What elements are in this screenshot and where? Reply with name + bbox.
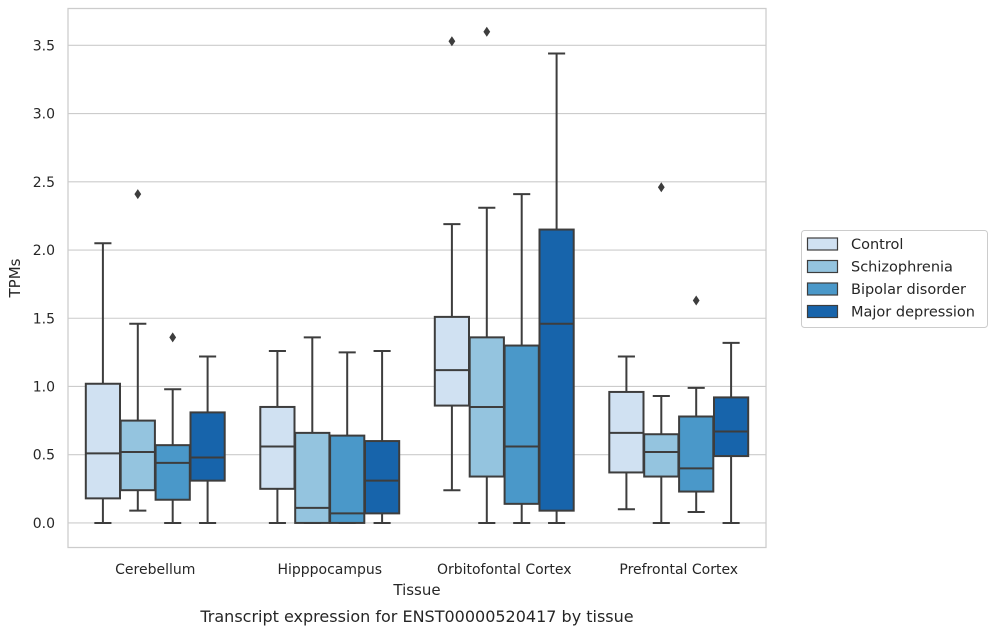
legend-label: Control xyxy=(851,237,903,253)
legend-label: Schizophrenia xyxy=(851,260,953,276)
legend-item-major-depression: Major depression xyxy=(806,304,975,321)
box-prefrontal-cortex-schizophrenia xyxy=(643,182,680,524)
box-hipppocampus-schizophrenia xyxy=(294,336,331,524)
chart-caption: Transcript expression for ENST0000052041… xyxy=(199,607,633,626)
outlier-point xyxy=(448,36,456,47)
legend-swatch xyxy=(806,304,839,319)
box-hipppocampus-control xyxy=(259,350,296,524)
y-tick-label: 0.0 xyxy=(33,516,55,532)
box-orbitofontal-cortex-schizophrenia xyxy=(468,26,505,524)
legend: Control Schizophrenia Bipolar disorder Majo… xyxy=(801,230,988,328)
legend-item-control: Control xyxy=(806,237,903,253)
box-iqr xyxy=(189,411,226,482)
box-orbitofontal-cortex-major-depression xyxy=(538,52,575,524)
x-tick-label-orbitofontal-cortex: Orbitofontal Cortex xyxy=(437,562,572,578)
box-hipppocampus-bipolar-disorder xyxy=(329,351,366,524)
box-cerebellum-major-depression xyxy=(189,355,226,524)
y-tick-label: 1.0 xyxy=(33,379,55,395)
legend-swatch xyxy=(806,237,839,251)
y-axis-title: TPMs xyxy=(6,258,24,298)
box-prefrontal-cortex-control xyxy=(608,355,645,511)
legend-item-schizophrenia: Schizophrenia xyxy=(806,259,953,276)
y-tick-label: 3.0 xyxy=(33,107,55,123)
box-iqr xyxy=(259,405,296,490)
box-iqr xyxy=(643,433,680,478)
y-tick-label: 2.0 xyxy=(33,243,55,259)
x-axis-title: Tissue xyxy=(392,581,440,599)
box-prefrontal-cortex-major-depression xyxy=(712,341,750,524)
outlier-point xyxy=(134,189,142,200)
box-iqr xyxy=(712,396,750,458)
legend-label: Bipolar disorder xyxy=(851,282,966,298)
x-tick-label-hipppocampus: Hipppocampus xyxy=(277,562,382,578)
legend-swatch xyxy=(806,282,839,296)
legend-item-bipolar-disorder: Bipolar disorder xyxy=(806,282,966,298)
box-cerebellum-control xyxy=(84,242,122,524)
box-layer xyxy=(84,26,750,524)
box-orbitofontal-cortex-control xyxy=(433,36,471,492)
box-iqr xyxy=(329,434,366,524)
box-iqr xyxy=(538,228,575,512)
y-tick-labels: 0.0 0.5 1.0 1.5 2.0 2.5 3.0 3.5 xyxy=(33,38,55,532)
x-tick-labels: Cerebellum Hipppocampus Orbitofontal Corte… xyxy=(115,562,738,578)
legend-label: Major depression xyxy=(851,305,975,321)
legend-items: Control Schizophrenia Bipolar disorder Majo… xyxy=(806,237,975,321)
box-iqr xyxy=(84,382,122,500)
box-cerebellum-schizophrenia xyxy=(119,189,156,512)
y-tick-label: 0.5 xyxy=(33,448,55,464)
box-cerebellum-bipolar-disorder xyxy=(154,332,191,524)
box-iqr xyxy=(433,315,471,407)
x-tick-label-prefrontal-cortex: Prefrontal Cortex xyxy=(619,562,738,578)
box-iqr xyxy=(678,415,715,493)
box-iqr xyxy=(503,344,540,505)
plot-area-frame xyxy=(67,7,767,549)
y-tick-label: 1.5 xyxy=(33,311,55,327)
box-iqr xyxy=(294,431,331,524)
outlier-point xyxy=(483,26,491,37)
outlier-point xyxy=(692,295,700,306)
y-tick-label: 3.5 xyxy=(33,38,55,54)
y-tick-label: 2.5 xyxy=(33,175,55,191)
box-orbitofontal-cortex-bipolar-disorder xyxy=(503,193,540,524)
box-iqr xyxy=(119,419,156,492)
outlier-point xyxy=(657,182,665,193)
x-tick-label-cerebellum: Cerebellum xyxy=(115,562,195,578)
box-iqr xyxy=(154,444,191,501)
box-prefrontal-cortex-bipolar-disorder xyxy=(678,295,715,514)
outlier-point xyxy=(169,332,177,343)
legend-frame xyxy=(801,230,988,328)
legend-swatch xyxy=(806,259,839,274)
box-iqr xyxy=(363,440,401,515)
box-hipppocampus-major-depression xyxy=(363,350,401,524)
